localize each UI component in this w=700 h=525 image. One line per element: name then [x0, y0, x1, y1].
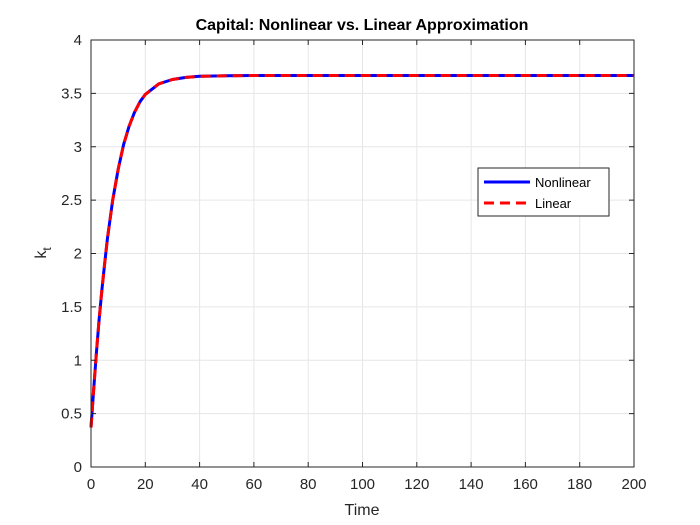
ticks: 0 20 40 60 80 100 120 140 160 180 200 0 0.5 1 1.5 2 2.5 3…	[61, 32, 646, 493]
y-tick-label: 1	[74, 352, 82, 369]
x-tick-label: 20	[137, 476, 154, 493]
x-tick-label: 40	[191, 476, 208, 493]
grid	[91, 40, 634, 467]
legend: Nonlinear Linear	[477, 167, 610, 217]
x-tick-label: 140	[459, 476, 484, 493]
x-tick-label: 120	[404, 476, 429, 493]
x-tick-label: 180	[567, 476, 592, 493]
x-axis-label: Time	[345, 502, 380, 519]
series-lines	[89, 74, 634, 428]
x-tick-label: 60	[246, 476, 263, 493]
y-tick-label: 0.5	[61, 406, 82, 423]
y-tick-label: 3.5	[61, 85, 82, 102]
series-line-linear	[89, 74, 634, 428]
y-tick-label: 0	[74, 459, 82, 476]
legend-label-linear: Linear	[535, 196, 572, 211]
y-tick-label: 1.5	[61, 299, 82, 316]
y-tick-label: 4	[74, 32, 82, 49]
chart-title: Capital: Nonlinear vs. Linear Approximat…	[196, 17, 529, 34]
x-tick-label: 160	[513, 476, 538, 493]
svg-text:kt: kt	[33, 247, 54, 259]
y-tick-label: 2.5	[61, 192, 82, 209]
x-tick-label: 200	[621, 476, 646, 493]
y-axis-label-subscript: t	[40, 247, 54, 251]
legend-label-nonlinear: Nonlinear	[535, 175, 591, 190]
y-axis-label-base: k	[33, 250, 50, 259]
legend-box	[477, 167, 610, 217]
x-tick-label: 100	[350, 476, 375, 493]
y-axis-label: kt	[33, 247, 54, 259]
x-tick-label: 0	[87, 476, 95, 493]
y-tick-label: 3	[74, 139, 82, 156]
y-tick-label: 2	[74, 246, 82, 263]
x-tick-label: 80	[300, 476, 317, 493]
